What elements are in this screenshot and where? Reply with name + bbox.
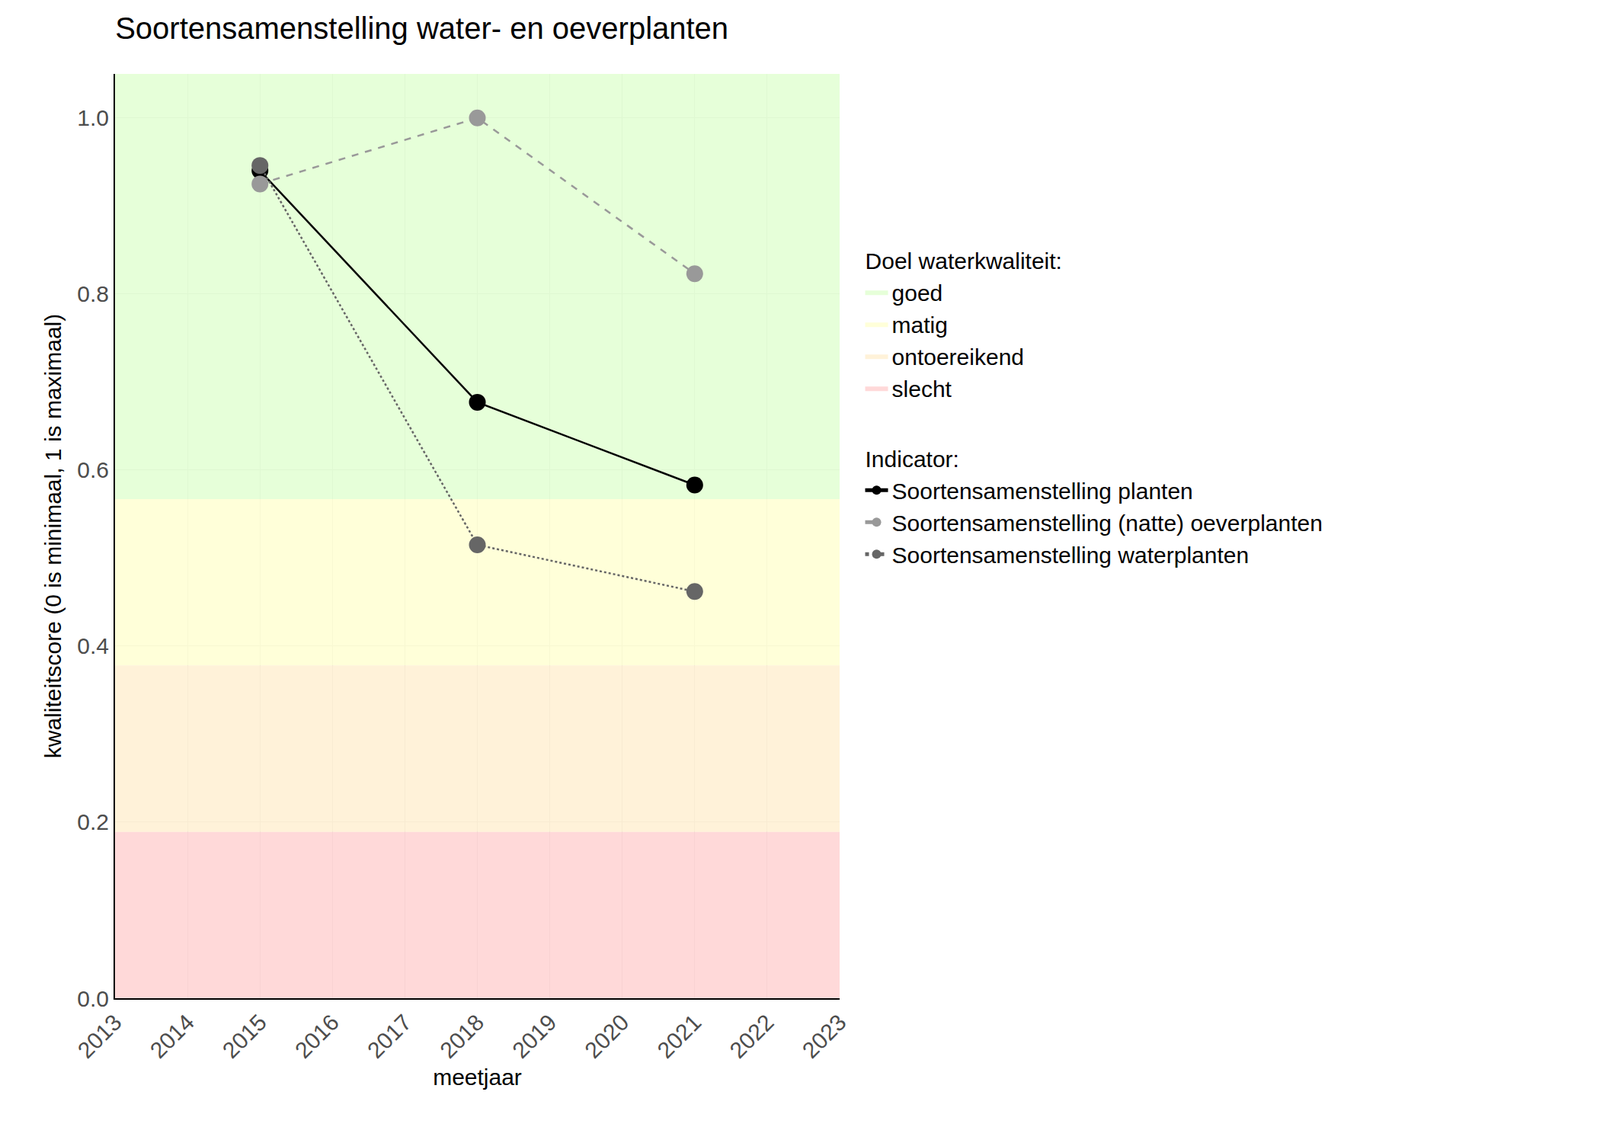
- svg-text:Soortensamenstelling waterplan: Soortensamenstelling waterplanten: [892, 542, 1250, 568]
- svg-text:matig: matig: [892, 312, 948, 338]
- svg-text:2021: 2021: [652, 1009, 707, 1064]
- svg-text:Soortensamenstelling planten: Soortensamenstelling planten: [892, 478, 1194, 504]
- svg-text:0.8: 0.8: [76, 281, 109, 307]
- svg-text:kwaliteitscore (0 is minimaal,: kwaliteitscore (0 is minimaal, 1 is maxi…: [40, 313, 66, 759]
- svg-text:Indicator:: Indicator:: [865, 446, 960, 472]
- svg-text:Soortensamenstelling (natte) o: Soortensamenstelling (natte) oeverplante…: [892, 510, 1323, 536]
- svg-text:2016: 2016: [290, 1009, 345, 1064]
- svg-text:2018: 2018: [435, 1009, 490, 1064]
- svg-text:2020: 2020: [579, 1009, 634, 1064]
- svg-text:2022: 2022: [724, 1009, 779, 1064]
- svg-text:2013: 2013: [72, 1009, 127, 1064]
- svg-text:Soortensamenstelling water- en: Soortensamenstelling water- en oeverplan…: [115, 11, 729, 45]
- svg-text:0.0: 0.0: [76, 985, 109, 1012]
- svg-text:2023: 2023: [796, 1009, 852, 1064]
- svg-text:2015: 2015: [217, 1009, 272, 1064]
- svg-text:slecht: slecht: [892, 376, 953, 402]
- svg-text:2017: 2017: [362, 1009, 417, 1064]
- svg-text:0.6: 0.6: [76, 457, 109, 483]
- svg-text:0.2: 0.2: [76, 809, 109, 835]
- svg-text:Doel waterkwaliteit:: Doel waterkwaliteit:: [865, 248, 1063, 274]
- svg-text:2014: 2014: [144, 1009, 199, 1064]
- svg-text:meetjaar: meetjaar: [432, 1064, 522, 1090]
- svg-text:2019: 2019: [507, 1009, 562, 1064]
- svg-text:0.4: 0.4: [76, 633, 109, 659]
- svg-text:ontoereikend: ontoereikend: [892, 344, 1024, 370]
- svg-text:1.0: 1.0: [76, 105, 109, 131]
- svg-text:goed: goed: [892, 280, 944, 306]
